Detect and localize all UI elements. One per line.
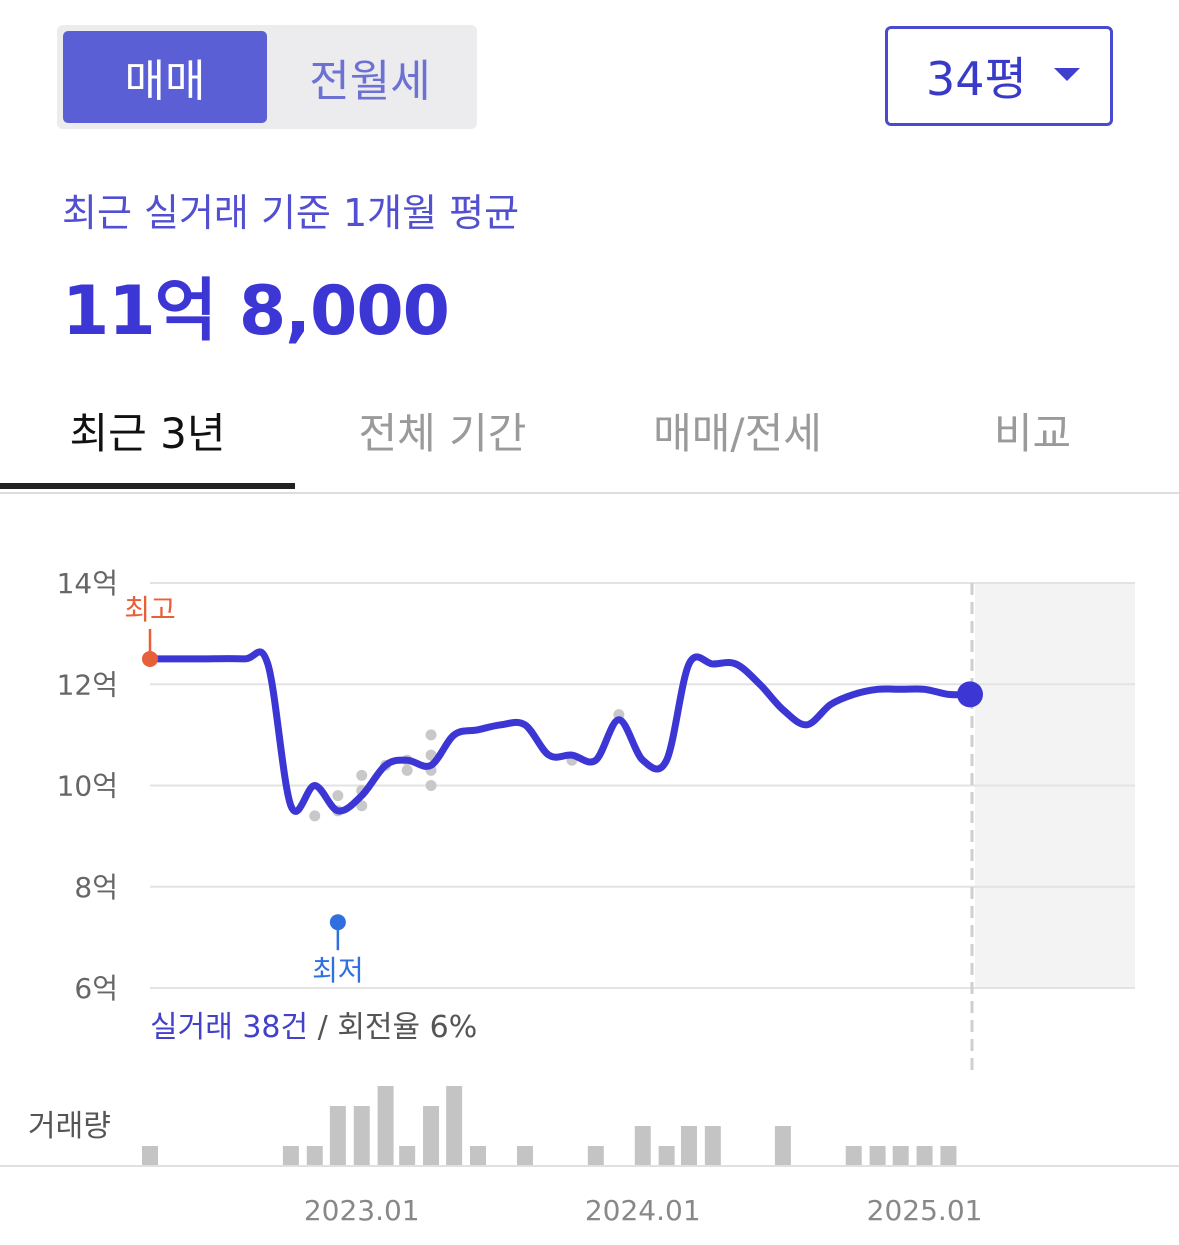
volume-bar [940, 1146, 957, 1166]
high-marker [142, 650, 158, 667]
tab-compare[interactable]: 비교 [993, 408, 1072, 458]
volume-bar [658, 1146, 675, 1166]
volume-bar [892, 1146, 909, 1166]
volume-bar [377, 1086, 394, 1166]
volume-bar [399, 1146, 416, 1166]
summary-price: 11억 8,000 [62, 272, 450, 351]
caret-down-icon [1054, 68, 1080, 81]
x-tick-label: 2023.01 [304, 1194, 420, 1227]
price-line [146, 648, 974, 815]
trade-point [309, 810, 321, 822]
size-select[interactable]: 34평 [885, 26, 1113, 126]
size-select-value: 34평 [926, 52, 1027, 106]
volume-label: 거래량 [28, 1109, 111, 1144]
volume-bar [306, 1146, 323, 1166]
trade-point [425, 729, 437, 741]
trade-type-toggle: 매매 전월세 [57, 25, 477, 129]
y-tick-label: 6억 [74, 972, 118, 1005]
tab-recent-3y[interactable]: 최근 3년 [69, 408, 226, 458]
period-tabs: 최근 3년 전체 기간 매매/전세 비교 [0, 370, 1179, 494]
volume-bar [916, 1146, 933, 1166]
volume-bar [446, 1086, 463, 1166]
volume-bar [282, 1146, 299, 1166]
volume-bar [516, 1146, 533, 1166]
stats-separator: / [308, 1010, 337, 1045]
volume-bar [634, 1126, 651, 1166]
turnover-rate: 회전율 6% [337, 1010, 477, 1045]
low-marker [329, 914, 346, 931]
volume-baseline [0, 1165, 1179, 1167]
summary-label: 최근 실거래 기준 1개월 평균 [62, 191, 520, 235]
volume-bar [353, 1106, 370, 1166]
low-label: 최저 [312, 954, 364, 987]
volume-bar [774, 1126, 791, 1166]
trade-type-sale-button[interactable]: 매매 [63, 31, 267, 123]
tab-sale-vs-jeonse[interactable]: 매매/전세 [653, 408, 822, 458]
volume-bar [329, 1106, 346, 1166]
trade-point [332, 790, 344, 802]
volume-bar [845, 1146, 862, 1166]
volume-bar [142, 1146, 158, 1166]
active-tab-indicator [0, 483, 295, 489]
tab-all-period[interactable]: 전체 기간 [358, 408, 527, 458]
y-tick-label: 10억 [57, 770, 118, 803]
x-tick-label: 2025.01 [867, 1194, 983, 1227]
trade-stats: 실거래 38건 / 회전율 6% [150, 1010, 477, 1045]
trade-type-rent-button[interactable]: 전월세 [309, 56, 431, 107]
y-tick-label: 14억 [57, 567, 118, 600]
y-tick-label: 12억 [57, 668, 118, 701]
trade-point [425, 780, 437, 791]
high-label: 최고 [124, 593, 176, 626]
trade-point [356, 769, 368, 781]
latest-price-point [957, 681, 983, 708]
x-tick-label: 2024.01 [585, 1194, 701, 1227]
trade-point [401, 764, 413, 776]
volume-bar [869, 1146, 886, 1166]
volume-bar [680, 1126, 697, 1166]
volume-bar [423, 1106, 440, 1166]
y-tick-label: 8억 [74, 871, 118, 904]
volume-bar [704, 1126, 721, 1166]
volume-bar [587, 1146, 604, 1166]
trade-count: 실거래 38건 [150, 1010, 308, 1045]
volume-bar [470, 1146, 486, 1166]
